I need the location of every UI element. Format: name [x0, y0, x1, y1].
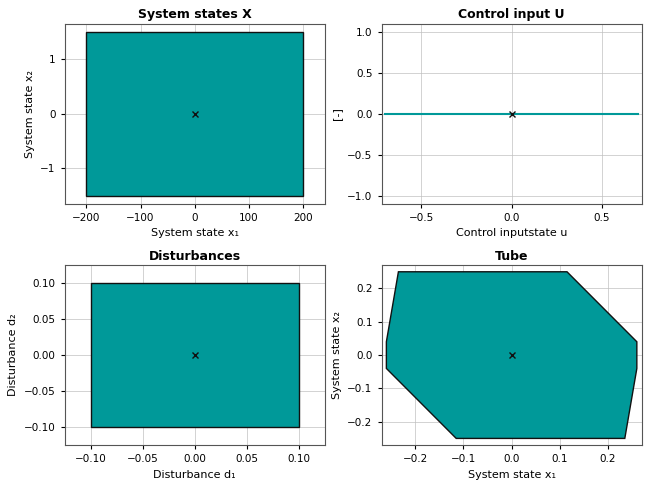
- Title: System states X: System states X: [138, 8, 252, 21]
- Y-axis label: Disturbance d₂: Disturbance d₂: [8, 314, 18, 396]
- Y-axis label: [-]: [-]: [332, 107, 342, 121]
- X-axis label: System state x₁: System state x₁: [151, 228, 239, 239]
- Y-axis label: System state x₂: System state x₂: [332, 311, 342, 399]
- Polygon shape: [386, 272, 637, 438]
- X-axis label: Control inputstate u: Control inputstate u: [456, 228, 567, 239]
- Title: Disturbances: Disturbances: [149, 249, 240, 263]
- Title: Tube: Tube: [495, 249, 528, 263]
- X-axis label: System state x₁: System state x₁: [467, 469, 556, 480]
- Title: Control input U: Control input U: [458, 8, 565, 21]
- Y-axis label: System state x₂: System state x₂: [25, 70, 34, 158]
- Bar: [86, 32, 303, 196]
- X-axis label: Disturbance d₁: Disturbance d₁: [153, 469, 236, 480]
- Bar: [91, 283, 299, 427]
